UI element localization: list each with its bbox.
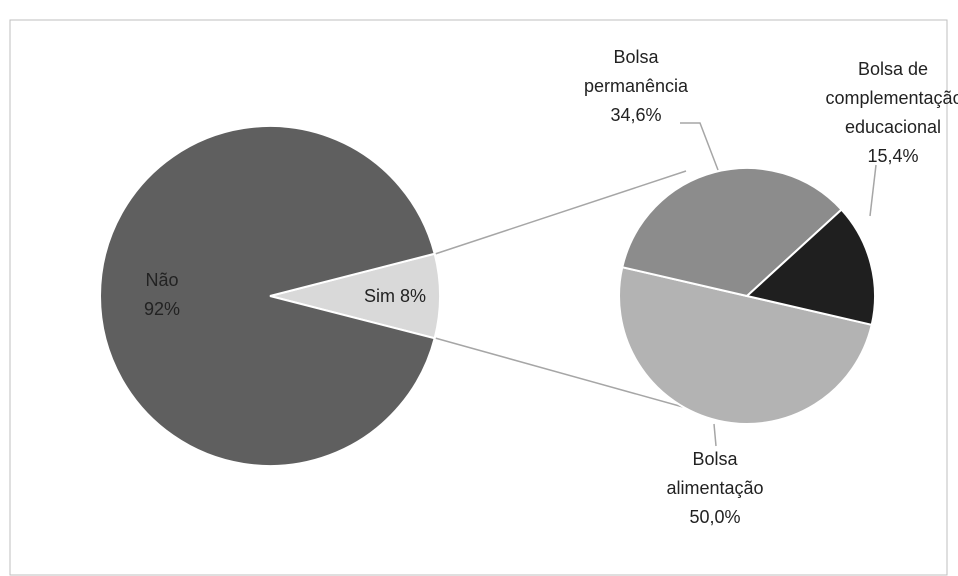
value-label: 34,6% (610, 105, 662, 125)
value-label: 8% (400, 286, 427, 306)
slice-label: Bolsa permanência 34,6% (576, 43, 696, 130)
pie-slice (99, 125, 436, 467)
category-label: Sim (363, 286, 395, 306)
pie-slice (744, 208, 876, 326)
connector (434, 337, 684, 408)
value-label: 15,4% (867, 146, 919, 166)
leader-line (713, 423, 717, 447)
pie-slice (618, 266, 873, 425)
leader-line (869, 164, 877, 217)
connector (434, 170, 687, 255)
slice-label: Bolsa alimentação 50,0% (655, 445, 775, 532)
pie-slice (621, 167, 843, 298)
slice-label: Bolsa de complementação educacional 15,4% (826, 55, 958, 171)
value-label: 50,0% (689, 507, 741, 527)
category-label: Bolsa permanência (583, 47, 689, 96)
slice-label: Não 92% (144, 266, 180, 324)
value-label: 92% (143, 299, 181, 319)
slice-label: Sim 8% (364, 282, 426, 311)
category-label: Bolsa alimentação (666, 449, 764, 498)
leader-line (680, 122, 719, 171)
category-label: Não (145, 270, 179, 290)
category-label: Bolsa de complementação educacional (825, 59, 958, 137)
